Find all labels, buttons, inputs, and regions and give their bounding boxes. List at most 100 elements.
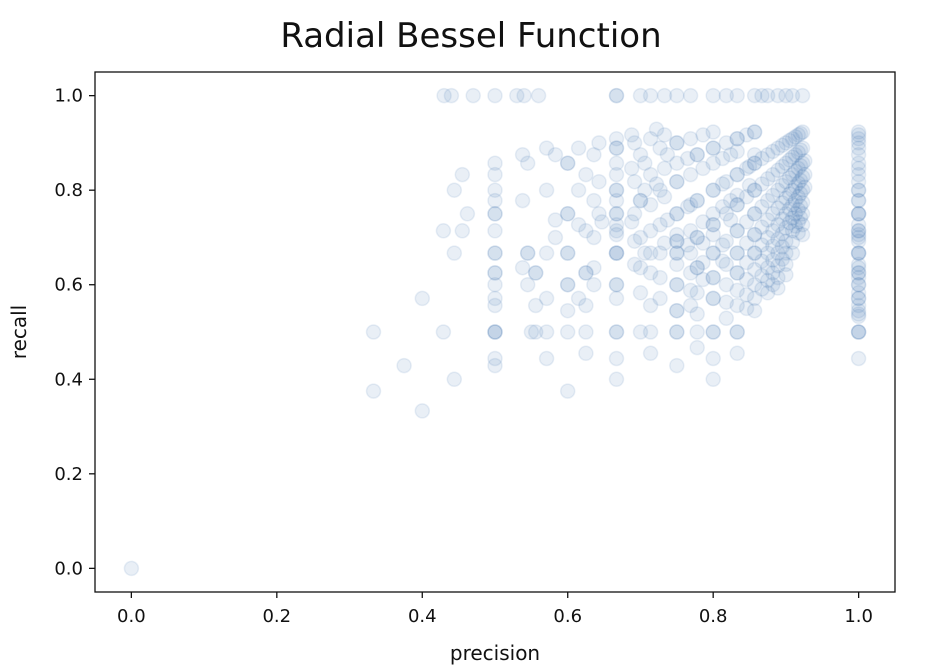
data-point <box>729 297 745 314</box>
data-point <box>487 166 503 183</box>
data-point <box>623 214 640 230</box>
data-point <box>608 245 625 261</box>
data-point <box>729 223 745 239</box>
data-point <box>487 265 503 281</box>
data-point <box>792 209 809 226</box>
data-point <box>794 87 811 104</box>
data-point <box>695 235 711 251</box>
data-point <box>850 192 867 209</box>
data-point <box>659 212 676 228</box>
data-point <box>792 198 809 214</box>
data-point <box>790 160 807 177</box>
data-point <box>446 182 463 198</box>
data-point <box>682 223 699 239</box>
data-point <box>781 186 798 202</box>
data-point <box>850 206 867 222</box>
y-tick-label: 0.2 <box>54 464 83 485</box>
data-point <box>765 276 781 293</box>
data-point <box>794 169 811 185</box>
data-point <box>774 177 791 194</box>
data-point <box>850 233 867 249</box>
data-point <box>679 237 696 253</box>
data-point <box>538 324 555 340</box>
data-point <box>705 290 721 307</box>
data-point <box>770 280 786 296</box>
data-point <box>722 146 739 163</box>
data-point <box>850 324 867 340</box>
data-point <box>850 160 867 177</box>
data-point <box>792 125 809 142</box>
data-point <box>774 137 791 154</box>
data-point <box>738 300 755 317</box>
data-point <box>656 87 673 104</box>
data-point <box>790 144 807 161</box>
data-point <box>652 216 668 233</box>
data-point <box>689 146 705 163</box>
data-point <box>850 135 867 151</box>
data-point <box>722 212 739 228</box>
data-point <box>487 265 503 281</box>
data-point <box>656 189 673 205</box>
data-point <box>774 239 791 255</box>
data-point <box>850 182 867 198</box>
data-point <box>682 297 699 314</box>
data-point <box>559 206 576 222</box>
data-point <box>774 225 791 242</box>
data-point <box>797 153 813 169</box>
data-point <box>784 245 801 261</box>
data-point <box>746 245 763 261</box>
data-point <box>669 245 685 261</box>
data-point <box>770 200 786 216</box>
data-point <box>759 87 776 104</box>
data-point <box>487 223 503 239</box>
data-point <box>608 206 625 222</box>
data-point <box>608 276 625 293</box>
data-point <box>729 166 745 183</box>
data-point <box>578 324 594 340</box>
data-point <box>527 265 544 281</box>
data-point <box>759 212 776 228</box>
data-point <box>850 256 867 273</box>
data-point <box>538 290 555 307</box>
data-point <box>792 157 809 174</box>
data-point <box>729 130 745 147</box>
data-point <box>632 285 649 301</box>
data-point <box>738 189 755 205</box>
data-point <box>435 324 452 340</box>
data-point <box>626 135 643 151</box>
data-point <box>705 206 721 222</box>
data-point <box>790 201 807 218</box>
data-point <box>652 269 668 286</box>
data-point <box>705 216 721 233</box>
data-point <box>487 324 503 340</box>
data-point <box>626 206 643 222</box>
data-point <box>652 245 668 261</box>
data-point <box>746 290 763 307</box>
data-point <box>754 176 770 192</box>
data-point <box>591 206 607 222</box>
data-point <box>689 229 705 246</box>
data-point <box>765 187 781 204</box>
data-point <box>669 324 685 340</box>
data-point <box>669 245 685 261</box>
data-point <box>738 254 755 271</box>
data-point <box>794 155 811 171</box>
data-point <box>487 245 503 261</box>
data-point <box>850 192 867 209</box>
data-point <box>487 182 503 198</box>
data-point <box>538 182 555 198</box>
data-point <box>642 245 659 261</box>
data-point <box>487 290 503 307</box>
data-point <box>790 214 807 230</box>
data-point <box>850 285 867 301</box>
data-point <box>718 294 735 310</box>
data-point <box>705 140 721 156</box>
data-point <box>443 87 460 104</box>
data-point <box>784 87 801 104</box>
data-point <box>414 403 431 419</box>
data-point <box>794 124 811 140</box>
data-point <box>770 162 786 179</box>
data-point <box>487 297 503 314</box>
data-point <box>778 220 794 236</box>
data-point <box>465 87 481 104</box>
